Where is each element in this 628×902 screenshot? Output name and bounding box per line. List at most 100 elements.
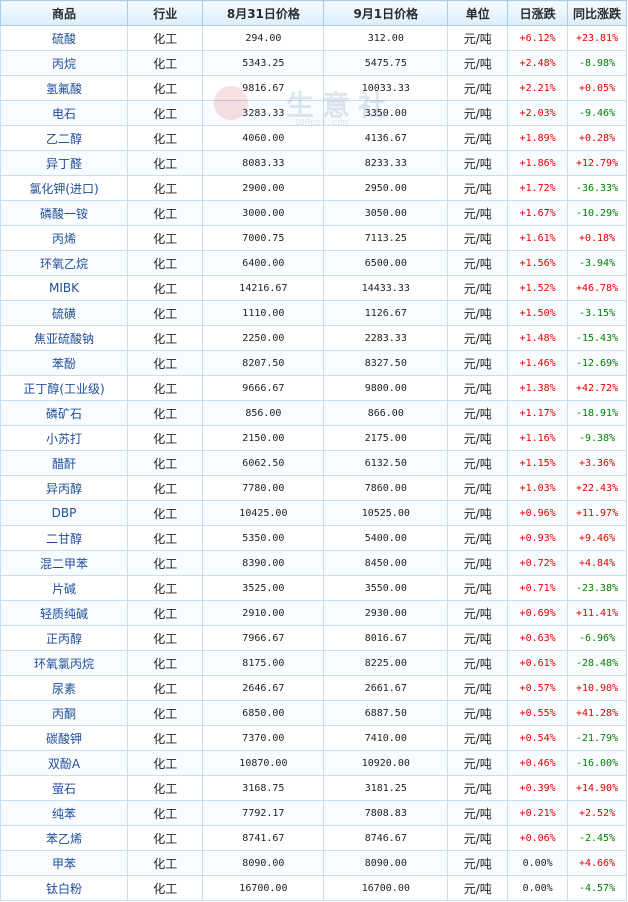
table-row: 丙烯 化工 7000.75 7113.25 元/吨 +1.61% +0.18% [0,225,627,251]
price-curr-cell: 8746.67 [323,825,449,851]
unit-cell: 元/吨 [447,600,509,626]
header-daily-change[interactable]: 日涨跌 [507,0,569,26]
product-name-link[interactable]: 碳酸钾 [0,725,129,751]
table-row: 硫磺 化工 1110.00 1126.67 元/吨 +1.50% -3.15% [0,300,627,326]
yoy-change-cell: +14.90% [567,775,627,801]
product-name-link[interactable]: 丙烯 [0,225,129,251]
yoy-change-cell: +11.41% [567,600,627,626]
table-row: 苯乙烯 化工 8741.67 8746.67 元/吨 +0.06% -2.45% [0,825,627,851]
yoy-change-cell: -21.79% [567,725,627,751]
product-name-link[interactable]: 磷矿石 [0,400,129,426]
product-name-link[interactable]: 二甘醇 [0,525,129,551]
product-name-link[interactable]: 异丁醛 [0,150,129,176]
header-price-curr[interactable]: 9月1日价格 [323,0,449,26]
product-name-link[interactable]: 环氧乙烷 [0,250,129,276]
daily-change-cell: +2.48% [507,50,569,76]
price-prev-cell: 2900.00 [202,175,325,201]
unit-cell: 元/吨 [447,800,509,826]
product-name-link[interactable]: DBP [0,500,129,526]
product-name-link[interactable]: 小苏打 [0,425,129,451]
product-name-link[interactable]: 磷酸一铵 [0,200,129,226]
header-unit[interactable]: 单位 [447,0,509,26]
product-name-link[interactable]: 氢氟酸 [0,75,129,101]
price-prev-cell: 8175.00 [202,650,325,676]
price-curr-cell: 2283.33 [323,325,449,351]
product-name-link[interactable]: 甲苯 [0,850,129,876]
yoy-change-cell: -16.00% [567,750,627,776]
product-name-link[interactable]: 正丙醇 [0,625,129,651]
industry-cell: 化工 [127,500,204,526]
price-prev-cell: 7792.17 [202,800,325,826]
yoy-change-cell: -36.33% [567,175,627,201]
yoy-change-cell: +4.66% [567,850,627,876]
product-name-link[interactable]: 片碱 [0,575,129,601]
product-name-link[interactable]: 环氧氯丙烷 [0,650,129,676]
industry-cell: 化工 [127,350,204,376]
industry-cell: 化工 [127,700,204,726]
table-row: 萤石 化工 3168.75 3181.25 元/吨 +0.39% +14.90% [0,775,627,801]
product-name-link[interactable]: 轻质纯碱 [0,600,129,626]
product-name-link[interactable]: MIBK [0,275,129,301]
product-name-link[interactable]: 钛白粉 [0,875,129,901]
product-name-link[interactable]: 氯化钾(进口) [0,175,129,201]
yoy-change-cell: +0.05% [567,75,627,101]
price-prev-cell: 7000.75 [202,225,325,251]
industry-cell: 化工 [127,175,204,201]
product-name-link[interactable]: 苯酚 [0,350,129,376]
daily-change-cell: +0.39% [507,775,569,801]
price-prev-cell: 8390.00 [202,550,325,576]
header-yoy-change[interactable]: 同比涨跌 [567,0,627,26]
daily-change-cell: +0.63% [507,625,569,651]
product-name-link[interactable]: 苯乙烯 [0,825,129,851]
header-product[interactable]: 商品 [0,0,129,26]
product-name-link[interactable]: 正丁醇(工业级) [0,375,129,401]
table-row: 丙烷 化工 5343.25 5475.75 元/吨 +2.48% -8.98% [0,50,627,76]
product-name-link[interactable]: 焦亚硫酸钠 [0,325,129,351]
product-name-link[interactable]: 萤石 [0,775,129,801]
product-name-link[interactable]: 异丙醇 [0,475,129,501]
product-name-link[interactable]: 硫酸 [0,25,129,51]
product-name-link[interactable]: 电石 [0,100,129,126]
product-name-link[interactable]: 丙烷 [0,50,129,76]
price-prev-cell: 4060.00 [202,125,325,151]
table-row: DBP 化工 10425.00 10525.00 元/吨 +0.96% +11.97% [0,500,627,526]
table-row: 硫酸 化工 294.00 312.00 元/吨 +6.12% +23.81% [0,25,627,51]
unit-cell: 元/吨 [447,825,509,851]
yoy-change-cell: +4.84% [567,550,627,576]
product-name-link[interactable]: 硫磺 [0,300,129,326]
unit-cell: 元/吨 [447,25,509,51]
product-name-link[interactable]: 尿素 [0,675,129,701]
price-curr-cell: 4136.67 [323,125,449,151]
price-prev-cell: 6850.00 [202,700,325,726]
price-prev-cell: 14216.67 [202,275,325,301]
price-curr-cell: 2930.00 [323,600,449,626]
header-industry[interactable]: 行业 [127,0,204,26]
product-name-link[interactable]: 乙二醇 [0,125,129,151]
daily-change-cell: +1.48% [507,325,569,351]
table-row: 正丁醇(工业级) 化工 9666.67 9800.00 元/吨 +1.38% +42.72% [0,375,627,401]
price-curr-cell: 10525.00 [323,500,449,526]
price-curr-cell: 5400.00 [323,525,449,551]
industry-cell: 化工 [127,550,204,576]
product-name-link[interactable]: 混二甲苯 [0,550,129,576]
unit-cell: 元/吨 [447,75,509,101]
product-name-link[interactable]: 纯苯 [0,800,129,826]
industry-cell: 化工 [127,75,204,101]
header-price-prev[interactable]: 8月31日价格 [202,0,325,26]
product-name-link[interactable]: 丙酮 [0,700,129,726]
industry-cell: 化工 [127,525,204,551]
price-prev-cell: 2150.00 [202,425,325,451]
daily-change-cell: +0.93% [507,525,569,551]
industry-cell: 化工 [127,475,204,501]
price-curr-cell: 7410.00 [323,725,449,751]
product-name-link[interactable]: 醋酐 [0,450,129,476]
table-row: 钛白粉 化工 16700.00 16700.00 元/吨 0.00% -4.57% [0,875,627,901]
unit-cell: 元/吨 [447,750,509,776]
yoy-change-cell: +9.46% [567,525,627,551]
yoy-change-cell: -4.57% [567,875,627,901]
price-prev-cell: 6062.50 [202,450,325,476]
price-prev-cell: 5343.25 [202,50,325,76]
industry-cell: 化工 [127,725,204,751]
product-name-link[interactable]: 双酚A [0,750,129,776]
unit-cell: 元/吨 [447,150,509,176]
